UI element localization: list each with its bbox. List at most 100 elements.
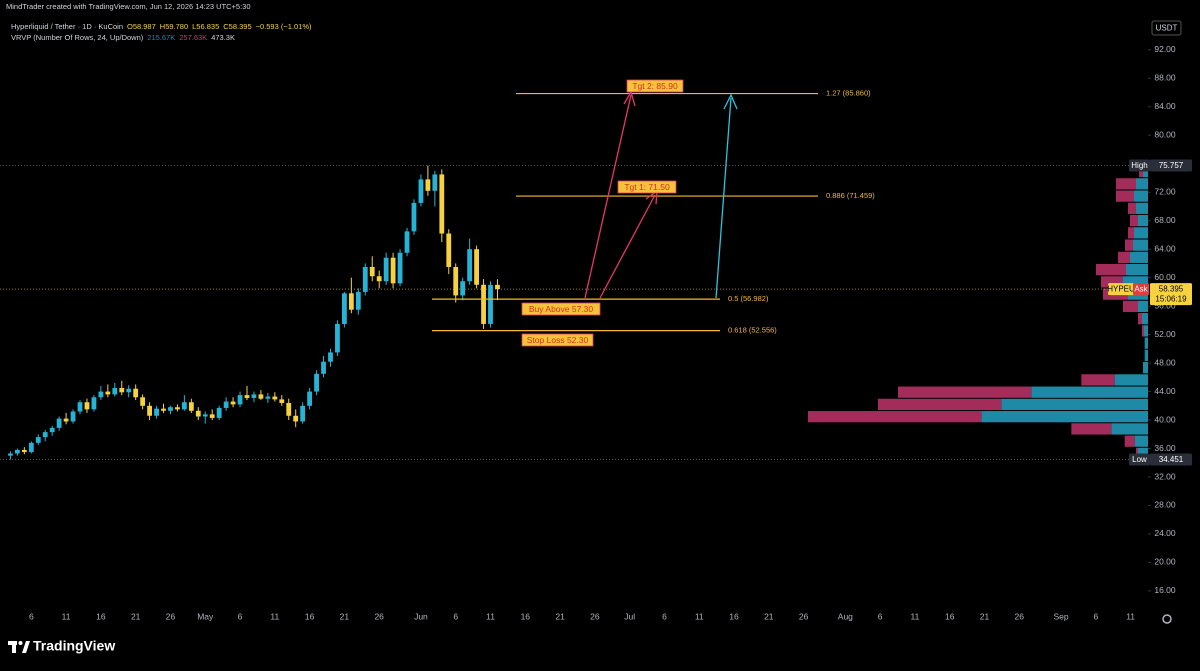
candle-body: [411, 202, 417, 232]
candle-body: [195, 410, 201, 417]
indicator-value: 473.3K: [211, 33, 235, 42]
x-tick-label: 11: [695, 611, 704, 621]
ask-label-box: [1133, 283, 1149, 296]
volume-up: [1123, 276, 1148, 288]
candle-body: [481, 284, 486, 324]
low-value: 34.451: [1159, 455, 1184, 464]
volume-down: [1116, 190, 1134, 202]
candle-body: [293, 415, 299, 422]
note-box: [521, 333, 594, 347]
candle-body: [460, 281, 466, 296]
y-tick-label: 72.00: [1154, 186, 1176, 196]
volume-down: [878, 398, 1002, 411]
candle-body: [168, 407, 173, 411]
countdown: 15:06:19: [1155, 295, 1187, 304]
symbol-line: Hyperliquid / Tether · 1D · KuCoin O58.98…: [11, 22, 312, 31]
candle-body: [355, 291, 361, 310]
candle-body: [397, 252, 403, 284]
candle-body: [425, 179, 431, 191]
logo-shape: [22, 641, 30, 653]
volume-up: [1114, 374, 1148, 386]
indicator: VRVP (Number Of Rows, 24, Up/Down): [11, 33, 144, 42]
volume-up: [1134, 190, 1148, 202]
candle-body: [230, 401, 236, 405]
ask-label: Ask: [1134, 285, 1148, 294]
x-tick-label: 11: [1126, 611, 1135, 621]
y-tick-label: 28.00: [1154, 500, 1176, 510]
indicator-line: VRVP (Number Of Rows, 24, Up/Down) 215.67…: [11, 33, 235, 42]
currency-box: [1151, 20, 1182, 36]
volume-down: [1071, 423, 1112, 435]
ohlc-value: C58.395: [223, 22, 251, 31]
candle-body: [161, 408, 166, 411]
volume-up: [1138, 447, 1148, 460]
note-box: [521, 302, 601, 316]
volume-up: [1001, 398, 1148, 411]
arrow: [599, 194, 656, 299]
candle-body: [63, 418, 69, 422]
indicator-value: 215.67K: [147, 33, 175, 42]
x-tick-label: Jun: [414, 611, 428, 621]
last-price-box: [1150, 283, 1192, 296]
candle-body: [209, 414, 215, 418]
y-tick-label: 16.00: [1154, 585, 1176, 595]
candle-body: [42, 432, 48, 438]
x-tick-label: 6: [29, 611, 34, 621]
candle-body: [49, 427, 55, 433]
logo-shape: [18, 641, 23, 645]
x-tick-label: 11: [911, 611, 920, 621]
volume-up: [1134, 435, 1148, 447]
volume-up: [1144, 337, 1148, 349]
settings-icon[interactable]: [1162, 614, 1172, 624]
volume-up: [1126, 264, 1148, 276]
x-tick-label: 26: [799, 611, 809, 621]
x-tick-label: 16: [945, 611, 955, 621]
credit: MindTrader created with TradingView.com,…: [6, 2, 251, 11]
x-tick-label: 6: [662, 611, 667, 621]
candle-body: [56, 418, 62, 428]
candle-body: [362, 266, 368, 292]
candle-body: [251, 394, 257, 398]
last-price: 58.395: [1159, 285, 1184, 294]
x-tick-label: 26: [374, 611, 384, 621]
volume-down: [1101, 276, 1123, 288]
candle-body: [112, 388, 118, 395]
volume-down: [1081, 374, 1115, 386]
x-tick-label: 26: [590, 611, 600, 621]
y-tick-label: 24.00: [1154, 528, 1176, 538]
low-label: Low: [1132, 455, 1147, 464]
candle-body: [258, 394, 264, 399]
candle-body: [126, 388, 132, 393]
volume-down: [1125, 239, 1133, 251]
x-tick-label: 21: [340, 611, 350, 621]
note-box: [626, 79, 684, 93]
indicator-value: 257.63K: [179, 33, 207, 42]
y-tick-label: 64.00: [1154, 243, 1176, 253]
note-text: Stop Loss 52.30: [527, 335, 589, 345]
candle-body: [474, 249, 479, 285]
candle-body: [286, 402, 292, 416]
x-tick-label: 16: [305, 611, 315, 621]
y-tick-label: 40.00: [1154, 414, 1176, 424]
candle-body: [342, 293, 347, 324]
y-tick-label: 80.00: [1154, 130, 1176, 140]
volume-up: [1138, 300, 1148, 313]
fib-label: 1.27 (85.860): [826, 89, 871, 98]
fib-label: 0.618 (52.556): [728, 326, 777, 335]
note-text: Buy Above 57.30: [529, 304, 594, 314]
candle-body: [21, 449, 27, 453]
volume-down: [1136, 447, 1138, 460]
candle-body: [439, 174, 445, 234]
volume-down: [1123, 300, 1138, 313]
candle-body: [70, 411, 76, 422]
candle-body: [279, 399, 285, 403]
volume-up: [1136, 202, 1148, 214]
candle-body: [8, 453, 13, 456]
x-tick-label: 6: [238, 611, 243, 621]
arrow: [584, 94, 632, 299]
candle-body: [14, 449, 20, 454]
y-tick-label: 20.00: [1154, 557, 1176, 567]
candle-body: [307, 391, 313, 406]
y-tick-label: 32.00: [1154, 471, 1176, 481]
candle-body: [181, 402, 187, 410]
